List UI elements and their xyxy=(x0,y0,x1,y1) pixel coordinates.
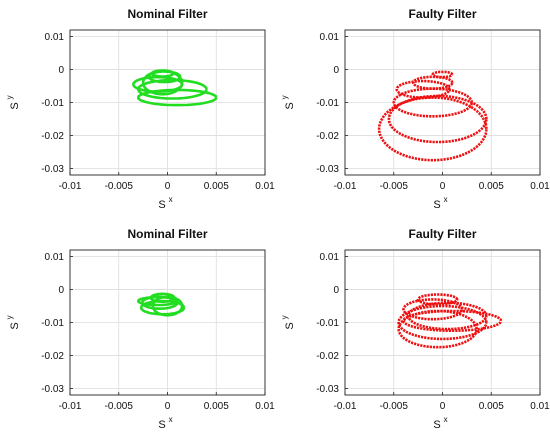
x-axis-label-main: S xyxy=(158,419,165,431)
y-tick-label: 0 xyxy=(58,65,64,76)
x-tick-label: 0.005 xyxy=(479,401,504,412)
subplot-4: -0.01 -0.005 0 0.005 0.01 0.01 0 -0.01 -0.02 -0.0… xyxy=(280,227,550,431)
y-tick-label: 0.01 xyxy=(45,32,65,43)
trajectory-loop-5 xyxy=(137,88,218,107)
y-tick-label: -0.03 xyxy=(41,384,64,395)
trajectory-loop-5 xyxy=(387,94,488,144)
y-tick-label: 0.01 xyxy=(45,252,65,263)
y-tick-label: -0.03 xyxy=(316,164,339,175)
trajectory xyxy=(132,69,218,107)
x-tick-label: 0 xyxy=(165,401,171,412)
x-axis-label-sup: x xyxy=(444,415,448,424)
y-axis-label: Sy xyxy=(5,315,21,329)
trajectory-loop-4 xyxy=(397,304,488,341)
y-tick-label: 0 xyxy=(58,285,64,296)
y-axis-label: Sy xyxy=(280,315,296,329)
x-tick-label: -0.005 xyxy=(380,401,409,412)
trajectory-loop-4 xyxy=(137,78,208,100)
x-axis-label-main: S xyxy=(433,419,440,431)
trajectory-loop-6 xyxy=(377,96,488,162)
x-tick-label: -0.01 xyxy=(59,181,82,192)
subplot-1: -0.01 -0.005 0 0.005 0.01 0.01 0 -0.01 -0.02 -0.0… xyxy=(5,7,275,211)
x-tick-label: 0.005 xyxy=(479,181,504,192)
y-tick-label: -0.02 xyxy=(41,351,64,362)
y-tick-label: 0 xyxy=(333,65,339,76)
x-tick-label: -0.005 xyxy=(105,181,134,192)
plot-title: Nominal Filter xyxy=(127,7,207,21)
x-tick-label: 0 xyxy=(165,181,171,192)
x-axis-label-sup: x xyxy=(169,415,173,424)
trajectory-loop-2 xyxy=(402,298,464,321)
x-tick-label: -0.01 xyxy=(334,181,357,192)
trajectory-loop-1 xyxy=(416,293,459,306)
x-tick-label: 0.01 xyxy=(530,181,550,192)
y-axis-label-sup: y xyxy=(280,95,289,99)
trajectory xyxy=(137,292,186,317)
y-tick-label: -0.03 xyxy=(41,164,64,175)
trajectory xyxy=(397,293,503,349)
y-axis-label-main: S xyxy=(9,102,21,109)
y-axis-label-main: S xyxy=(9,322,21,329)
x-tick-label: -0.005 xyxy=(380,181,409,192)
y-tick-label: 0 xyxy=(333,285,339,296)
trajectory-loop-6 xyxy=(141,69,184,96)
x-tick-label: -0.005 xyxy=(105,401,134,412)
trajectory-loop-5 xyxy=(137,295,179,307)
trajectory xyxy=(377,70,488,162)
y-axis-label-sup: y xyxy=(5,95,14,99)
y-axis-label-main: S xyxy=(284,102,296,109)
y-axis-label-main: S xyxy=(284,322,296,329)
x-axis-label-sup: x xyxy=(444,195,448,204)
y-tick-label: -0.02 xyxy=(316,131,339,142)
y-axis-label: Sy xyxy=(280,95,296,109)
x-axis-label-main: S xyxy=(433,199,440,211)
y-tick-label: 0.01 xyxy=(320,252,340,263)
y-tick-label: -0.02 xyxy=(316,351,339,362)
x-tick-label: 0 xyxy=(440,181,446,192)
plot-title: Nominal Filter xyxy=(127,227,207,241)
trajectory-loop-1 xyxy=(431,70,454,79)
x-tick-label: 0.005 xyxy=(204,181,229,192)
trajectory-loop-6 xyxy=(402,309,503,333)
trajectory-loop-4 xyxy=(392,87,474,118)
y-tick-label: -0.02 xyxy=(41,131,64,142)
y-tick-label: -0.03 xyxy=(316,384,339,395)
x-tick-label: 0 xyxy=(440,401,446,412)
x-tick-label: 0.005 xyxy=(204,401,229,412)
trajectory-loop-3 xyxy=(407,301,488,331)
x-tick-label: -0.01 xyxy=(334,401,357,412)
y-axis-label: Sy xyxy=(5,95,21,109)
x-tick-label: -0.01 xyxy=(59,401,82,412)
y-tick-label: 0.01 xyxy=(320,32,340,43)
x-tick-label: 0.01 xyxy=(255,181,275,192)
subplot-2: -0.01 -0.005 0 0.005 0.01 0.01 0 -0.01 -0.02 -0.0… xyxy=(280,7,550,211)
y-axis-label-sup: y xyxy=(5,315,14,319)
subplot-3: -0.01 -0.005 0 0.005 0.01 0.01 0 -0.01 -0.02 -0.0… xyxy=(5,227,275,431)
plot-title: Faulty Filter xyxy=(408,7,476,21)
x-tick-label: 0.01 xyxy=(530,401,550,412)
y-tick-label: -0.01 xyxy=(41,318,64,329)
plot-title: Faulty Filter xyxy=(408,227,476,241)
x-tick-label: 0.01 xyxy=(255,401,275,412)
y-tick-label: -0.01 xyxy=(316,98,339,109)
y-tick-label: -0.01 xyxy=(316,318,339,329)
y-axis-label-sup: y xyxy=(280,315,289,319)
trajectory-loop-5 xyxy=(397,309,478,349)
x-axis-label-main: S xyxy=(158,199,165,211)
y-tick-label: -0.01 xyxy=(41,98,64,109)
x-axis-label-sup: x xyxy=(169,195,173,204)
